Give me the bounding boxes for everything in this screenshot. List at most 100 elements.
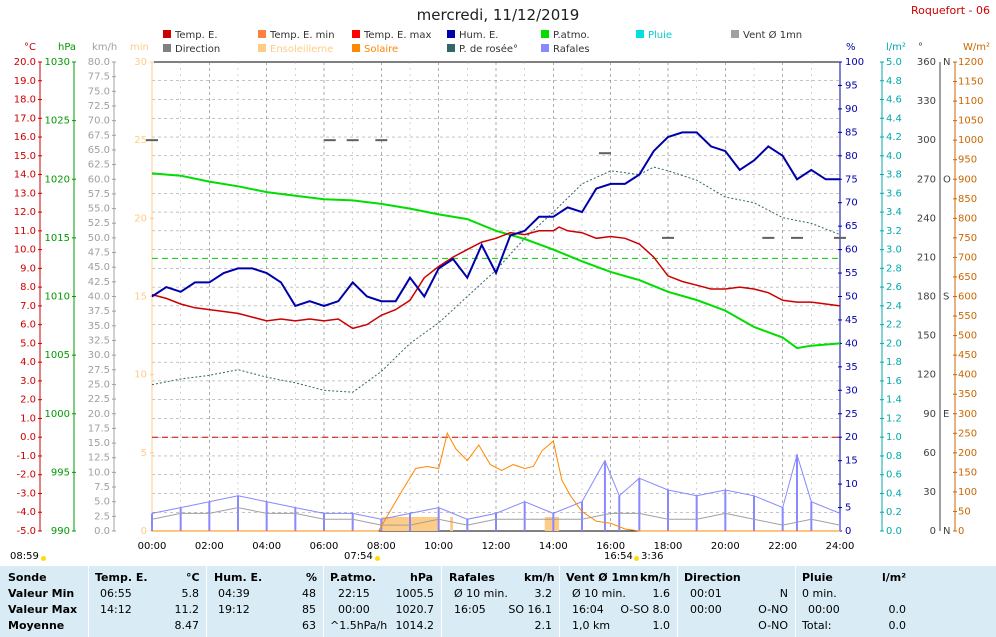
dir-tick-label: 30 [923, 487, 936, 498]
x-tick-label: 08:00 [367, 541, 396, 552]
press-axis-tick-label: 1005 [45, 350, 70, 361]
hum-axis-tick-label: 0 [845, 526, 851, 537]
stats-cell: 1020.7 [395, 603, 435, 616]
temp-axis-tick-label: 15.0 [14, 151, 36, 162]
wind-axis-tick-label: 2.5 [94, 511, 110, 522]
hum-axis-tick-label: 50 [845, 292, 858, 303]
stats-cell: 16:05 [454, 603, 486, 616]
sun-axis-tick-label: 5 [141, 448, 147, 459]
legend-swatch [258, 30, 266, 38]
rain-axis-tick-label: 2.0 [886, 338, 902, 349]
rain-axis-tick-label: 3.0 [886, 245, 902, 256]
wind-axis-tick-label: 7.5 [94, 482, 110, 493]
stats-row-max-label: Valeur Max [8, 603, 78, 616]
dir-tick-label: 60 [923, 448, 936, 459]
legend-swatch [352, 44, 360, 52]
wind-axis-tick-label: 70.0 [88, 116, 110, 127]
stats-divider [323, 566, 324, 637]
legend-swatch [163, 30, 171, 38]
stats-cell: 1.0 [652, 619, 671, 632]
rain-axis-tick-label: 3.2 [886, 226, 902, 237]
x-tick-label: 16:00 [596, 541, 625, 552]
stats-header-dir: Direction [684, 571, 741, 584]
solar-axis-tick-label: 1050 [958, 116, 983, 127]
stats-header-press: P.atmo. [330, 571, 377, 584]
rain-axis-tick-label: 4.0 [886, 151, 902, 162]
stats-cell: 14:12 [100, 603, 132, 616]
axis-unit-label: min [130, 42, 149, 53]
press-axis-tick-label: 1015 [45, 233, 70, 244]
wind-axis-tick-label: 80.0 [88, 57, 110, 68]
sun-axis-tick-label: 20 [134, 213, 147, 224]
legend-swatch [258, 44, 266, 52]
axis-unit-label: l/m² [886, 42, 906, 53]
rain-axis-tick-label: 2.8 [886, 263, 902, 274]
wind-axis-tick-label: 47.5 [88, 248, 110, 259]
rain-axis-tick-label: 0.4 [886, 488, 902, 499]
rain-axis-tick-label: 5.0 [886, 57, 902, 68]
stats-cell: 22:15 [338, 587, 370, 600]
wind-axis-tick-label: 35.0 [88, 321, 110, 332]
stats-cell: 48 [302, 587, 316, 600]
rain-axis-tick-label: 0.6 [886, 470, 902, 481]
stats-cell: 8.47 [174, 619, 200, 632]
stats-header-gust-unit: km/h [524, 571, 555, 584]
hum-axis-tick-label: 80 [845, 151, 858, 162]
sunrise-icon [41, 556, 46, 561]
event-daylight: 07:54 [344, 551, 373, 562]
solar-axis-tick-label: 1150 [958, 77, 983, 88]
wind-axis-tick-label: 42.5 [88, 277, 110, 288]
temp-axis-tick-label: 12.0 [14, 207, 36, 218]
stats-cell: 2.1 [534, 619, 553, 632]
dir-tick-letter: O [943, 174, 951, 185]
wind-axis-tick-label: 75.0 [88, 86, 110, 97]
hum-axis-tick-label: 45 [845, 315, 858, 326]
stats-header-hum-unit: % [306, 571, 318, 584]
temp-axis-tick-label: 7.0 [20, 301, 36, 312]
rain-axis-tick-label: 2.4 [886, 301, 902, 312]
hum-axis-tick-label: 55 [845, 268, 858, 279]
rain-axis-tick-label: 3.8 [886, 170, 902, 181]
wind-axis-tick-label: 52.5 [88, 218, 110, 229]
rain-axis-tick-label: 1.6 [886, 376, 902, 387]
temp-axis-tick-label: 18.0 [14, 95, 36, 106]
stats-row-avg-label: Moyenne [8, 619, 65, 632]
wind-axis-tick-label: 77.5 [88, 72, 110, 83]
stats-cell: 85 [302, 603, 316, 616]
page-title: mercredi, 11/12/2019 [416, 6, 580, 24]
stats-header-rain: Pluie [802, 571, 833, 584]
stats-cell: Total: [802, 619, 832, 632]
temp-axis-tick-label: 13.0 [14, 188, 36, 199]
solar-axis-tick-label: 550 [958, 311, 977, 322]
x-tick-label: 24:00 [826, 541, 855, 552]
wind-axis-tick-label: 32.5 [88, 335, 110, 346]
dir-tick-label: 330 [917, 96, 936, 107]
dir-tick-label: 180 [917, 292, 936, 303]
stats-header-sonde: Sonde [8, 571, 47, 584]
solar-axis-tick-label: 200 [958, 448, 977, 459]
temp-axis-tick-label: 9.0 [20, 263, 36, 274]
temp-axis-tick-label: 8.0 [20, 282, 36, 293]
stats-header-hum: Hum. E. [214, 571, 263, 584]
x-tick-label: 04:00 [252, 541, 281, 552]
stats-header-gust: Rafales [449, 571, 495, 584]
axis-unit-label: W/m² [963, 42, 990, 53]
wind-axis-tick-label: 40.0 [88, 292, 110, 303]
hum-axis-tick-label: 95 [845, 80, 858, 91]
dir-tick-label: 300 [917, 135, 936, 146]
x-tick-label: 06:00 [310, 541, 339, 552]
solar-axis-tick-label: 400 [958, 370, 977, 381]
temp-axis-tick-label: -3.0 [16, 488, 36, 499]
temp-axis-tick-label: 3.0 [20, 376, 36, 387]
wind-axis-tick-label: 5.0 [94, 497, 110, 508]
rain-axis-tick-label: 1.2 [886, 413, 902, 424]
wind-axis-tick-label: 15.0 [88, 438, 110, 449]
temp-axis-tick-label: -2.0 [16, 470, 36, 481]
stats-cell: O-NO [758, 603, 788, 616]
hum-axis-tick-label: 5 [845, 503, 851, 514]
dir-tick-label: 360 [917, 57, 936, 68]
legend-label: Temp. E. [174, 30, 218, 41]
rain-axis-tick-label: 4.2 [886, 132, 902, 143]
stats-header-temp: Temp. E. [95, 571, 148, 584]
hum-axis-tick-label: 40 [845, 338, 858, 349]
